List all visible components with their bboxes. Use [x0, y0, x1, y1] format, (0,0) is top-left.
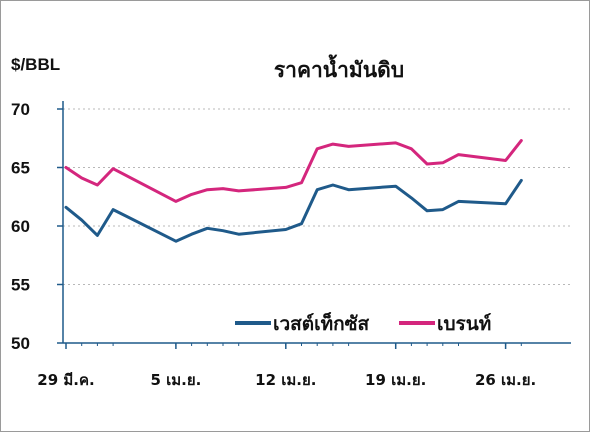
y-tick-label-65: 65: [11, 159, 30, 178]
gridlines: [57, 109, 571, 343]
x-tick-label-4: 26 เม.ย.: [475, 371, 536, 389]
y-tick-label-70: 70: [11, 100, 30, 119]
y-tick-label-55: 55: [11, 276, 30, 295]
y-tick-label-50: 50: [11, 334, 30, 353]
series-line-brent: [66, 141, 521, 202]
chart-title: ราคาน้ำมันดิบ: [274, 54, 404, 82]
legend: เวสต์เท็กซัส เบรนท์: [235, 311, 491, 335]
legend-label-brent: เบรนท์: [437, 313, 491, 335]
axes: [63, 101, 571, 349]
y-tick-label-60: 60: [11, 217, 30, 236]
x-tick-label-0: 29 มี.ค.: [37, 371, 94, 389]
x-tick-label-3: 19 เม.ย.: [365, 371, 426, 389]
y-axis-unit-label: $/BBL: [11, 55, 60, 74]
x-tick-label-2: 12 เม.ย.: [255, 371, 316, 389]
y-tick-labels: 50 55 60 65 70: [11, 100, 30, 353]
series-line-west-texas: [66, 180, 521, 241]
legend-label-west-texas: เวสต์เท็กซัส: [273, 311, 370, 335]
x-tick-labels: 29 มี.ค. 5 เม.ย. 12 เม.ย. 19 เม.ย. 26 เม.ย.: [37, 371, 536, 389]
x-tick-label-1: 5 เม.ย.: [150, 371, 201, 389]
